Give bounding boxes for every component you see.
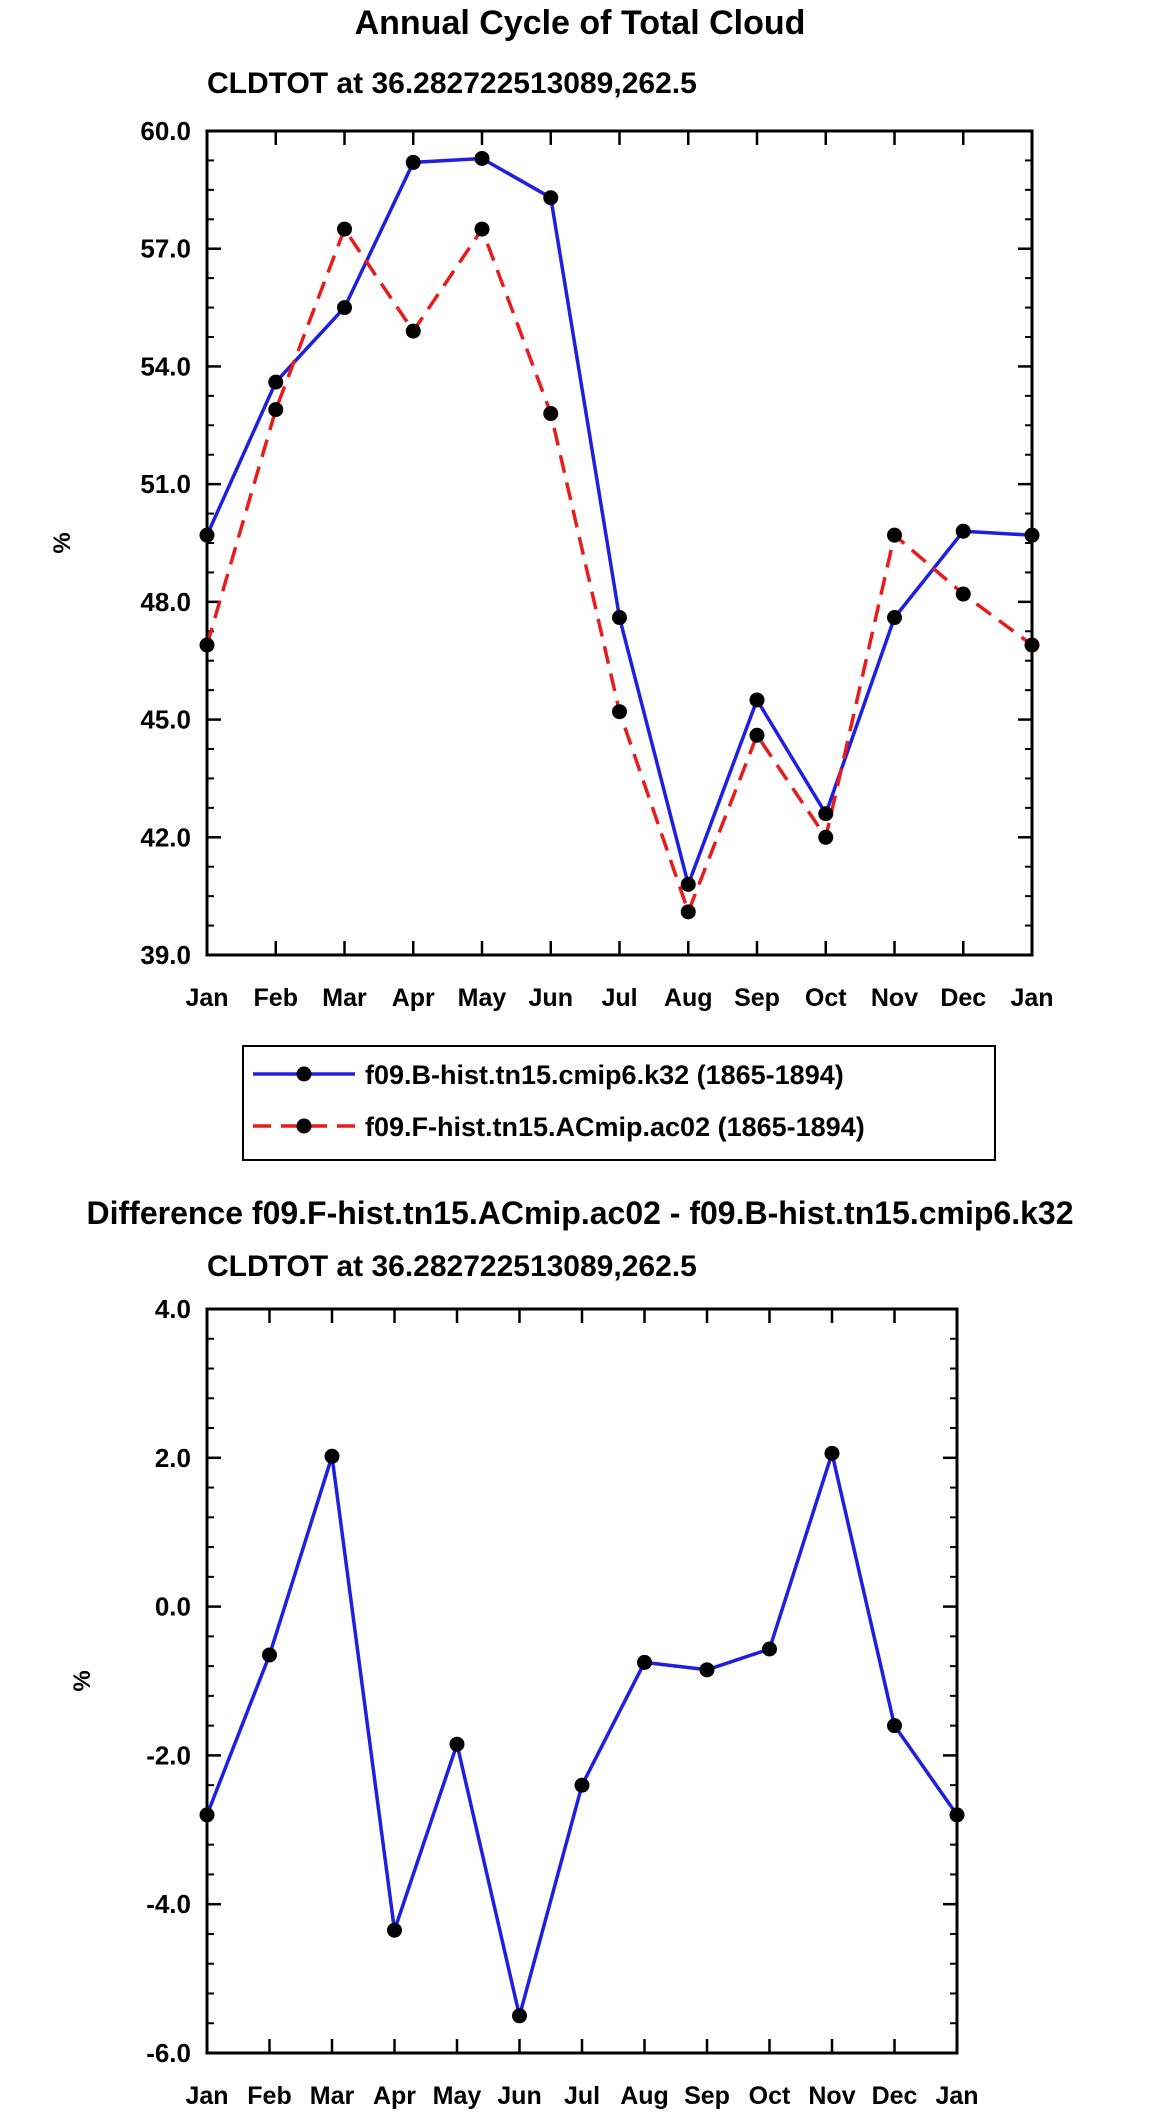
chart-subtitle: CLDTOT at 36.282722513089,262.5 [207, 1250, 697, 1283]
data-point [199, 637, 215, 653]
data-point [337, 221, 352, 237]
x-tick-label: Sep [684, 2082, 730, 2110]
x-tick-label: Jun [497, 2082, 541, 2110]
data-point [1024, 527, 1040, 543]
y-tick-label: -2.0 [146, 1740, 191, 1770]
x-tick-label: Jan [935, 2082, 978, 2110]
legend-label: f09.F-hist.tn15.ACmip.ac02 (1865-1894) [365, 1112, 865, 1142]
x-tick-label: Jan [1010, 984, 1053, 1012]
y-tick-label: -4.0 [146, 1889, 191, 1919]
series-line-1 [205, 227, 1034, 914]
x-tick-label: Jan [185, 984, 228, 1012]
x-tick-label: Jul [564, 2082, 600, 2110]
data-point [824, 1445, 840, 1461]
plot-frame [205, 1307, 959, 2055]
data-point [612, 610, 627, 626]
y-tick-label: 4.0 [155, 1294, 191, 1324]
data-point [449, 1736, 465, 1752]
data-point [574, 1777, 590, 1793]
y-tick-label: 39.0 [140, 940, 191, 970]
x-tick-label: Feb [254, 984, 298, 1012]
data-point [543, 406, 559, 422]
y-axis-label: % [49, 532, 76, 553]
data-point [949, 1807, 965, 1823]
data-point [199, 1807, 215, 1823]
data-point [887, 1718, 902, 1734]
x-tick-label: Mar [310, 2082, 355, 2110]
data-point [1024, 637, 1040, 653]
y-tick-label: 42.0 [140, 822, 191, 852]
x-tick-label: Apr [373, 2082, 416, 2110]
x-tick-label: May [458, 984, 507, 1012]
data-point [762, 1641, 777, 1657]
y-tick-label: 48.0 [140, 587, 191, 617]
y-tick-label: 54.0 [140, 351, 191, 381]
data-point [955, 523, 971, 539]
data-point [474, 150, 490, 166]
data-point [749, 727, 765, 743]
x-tick-label: Aug [664, 984, 713, 1012]
chart-title: Difference f09.F-hist.tn15.ACmip.ac02 - … [87, 1195, 1074, 1231]
data-point [680, 904, 696, 920]
data-point [262, 1647, 277, 1663]
y-tick-label: 57.0 [140, 234, 191, 264]
data-point [199, 527, 215, 543]
data-point [749, 692, 765, 708]
chart-subtitle: CLDTOT at 36.282722513089,262.5 [207, 67, 697, 100]
x-tick-label: Oct [749, 2082, 791, 2110]
data-point [268, 402, 284, 418]
x-tick-label: Apr [392, 984, 435, 1012]
chart-title: Annual Cycle of Total Cloud [355, 4, 806, 42]
legend-box [242, 1045, 996, 1161]
data-point [818, 806, 834, 822]
data-point [405, 323, 421, 339]
data-point [337, 300, 352, 316]
x-tick-label: May [433, 2082, 482, 2110]
data-point [324, 1448, 340, 1464]
data-point [955, 586, 971, 602]
data-point [612, 704, 627, 720]
data-point [887, 610, 902, 626]
y-tick-label: 45.0 [140, 705, 191, 735]
data-point [474, 221, 490, 237]
data-point [387, 1922, 402, 1938]
data-point [543, 190, 559, 206]
x-tick-label: Jul [601, 984, 637, 1012]
data-point [699, 1662, 715, 1678]
x-tick-label: Mar [322, 984, 367, 1012]
x-tick-label: Oct [805, 984, 847, 1012]
x-tick-label: Aug [620, 2082, 669, 2110]
y-tick-label: 2.0 [155, 1443, 191, 1473]
x-tick-label: Dec [940, 984, 986, 1012]
x-tick-label: Jan [185, 2082, 228, 2110]
data-point [680, 876, 696, 892]
x-tick-label: Nov [871, 984, 918, 1012]
y-axis-label: % [69, 1670, 96, 1691]
data-point [512, 2008, 527, 2024]
x-tick-label: Feb [247, 2082, 291, 2110]
legend-marker [296, 1066, 312, 1082]
data-point [887, 527, 902, 543]
plot-frame [205, 129, 1034, 957]
x-tick-label: Dec [872, 2082, 918, 2110]
x-tick-label: Nov [808, 2082, 855, 2110]
data-point [818, 829, 834, 845]
y-tick-label: 60.0 [140, 116, 191, 146]
series-line-0 [205, 1451, 959, 2018]
data-point [637, 1654, 652, 1670]
data-point [268, 374, 284, 390]
x-tick-label: Jun [529, 984, 573, 1012]
data-point [405, 154, 421, 170]
x-tick-label: Sep [734, 984, 780, 1012]
legend-label: f09.B-hist.tn15.cmip6.k32 (1865-1894) [365, 1060, 844, 1090]
y-tick-label: 0.0 [155, 1592, 191, 1622]
y-tick-label: -6.0 [146, 2038, 191, 2068]
y-tick-label: 51.0 [140, 469, 191, 499]
legend-marker [296, 1118, 312, 1134]
